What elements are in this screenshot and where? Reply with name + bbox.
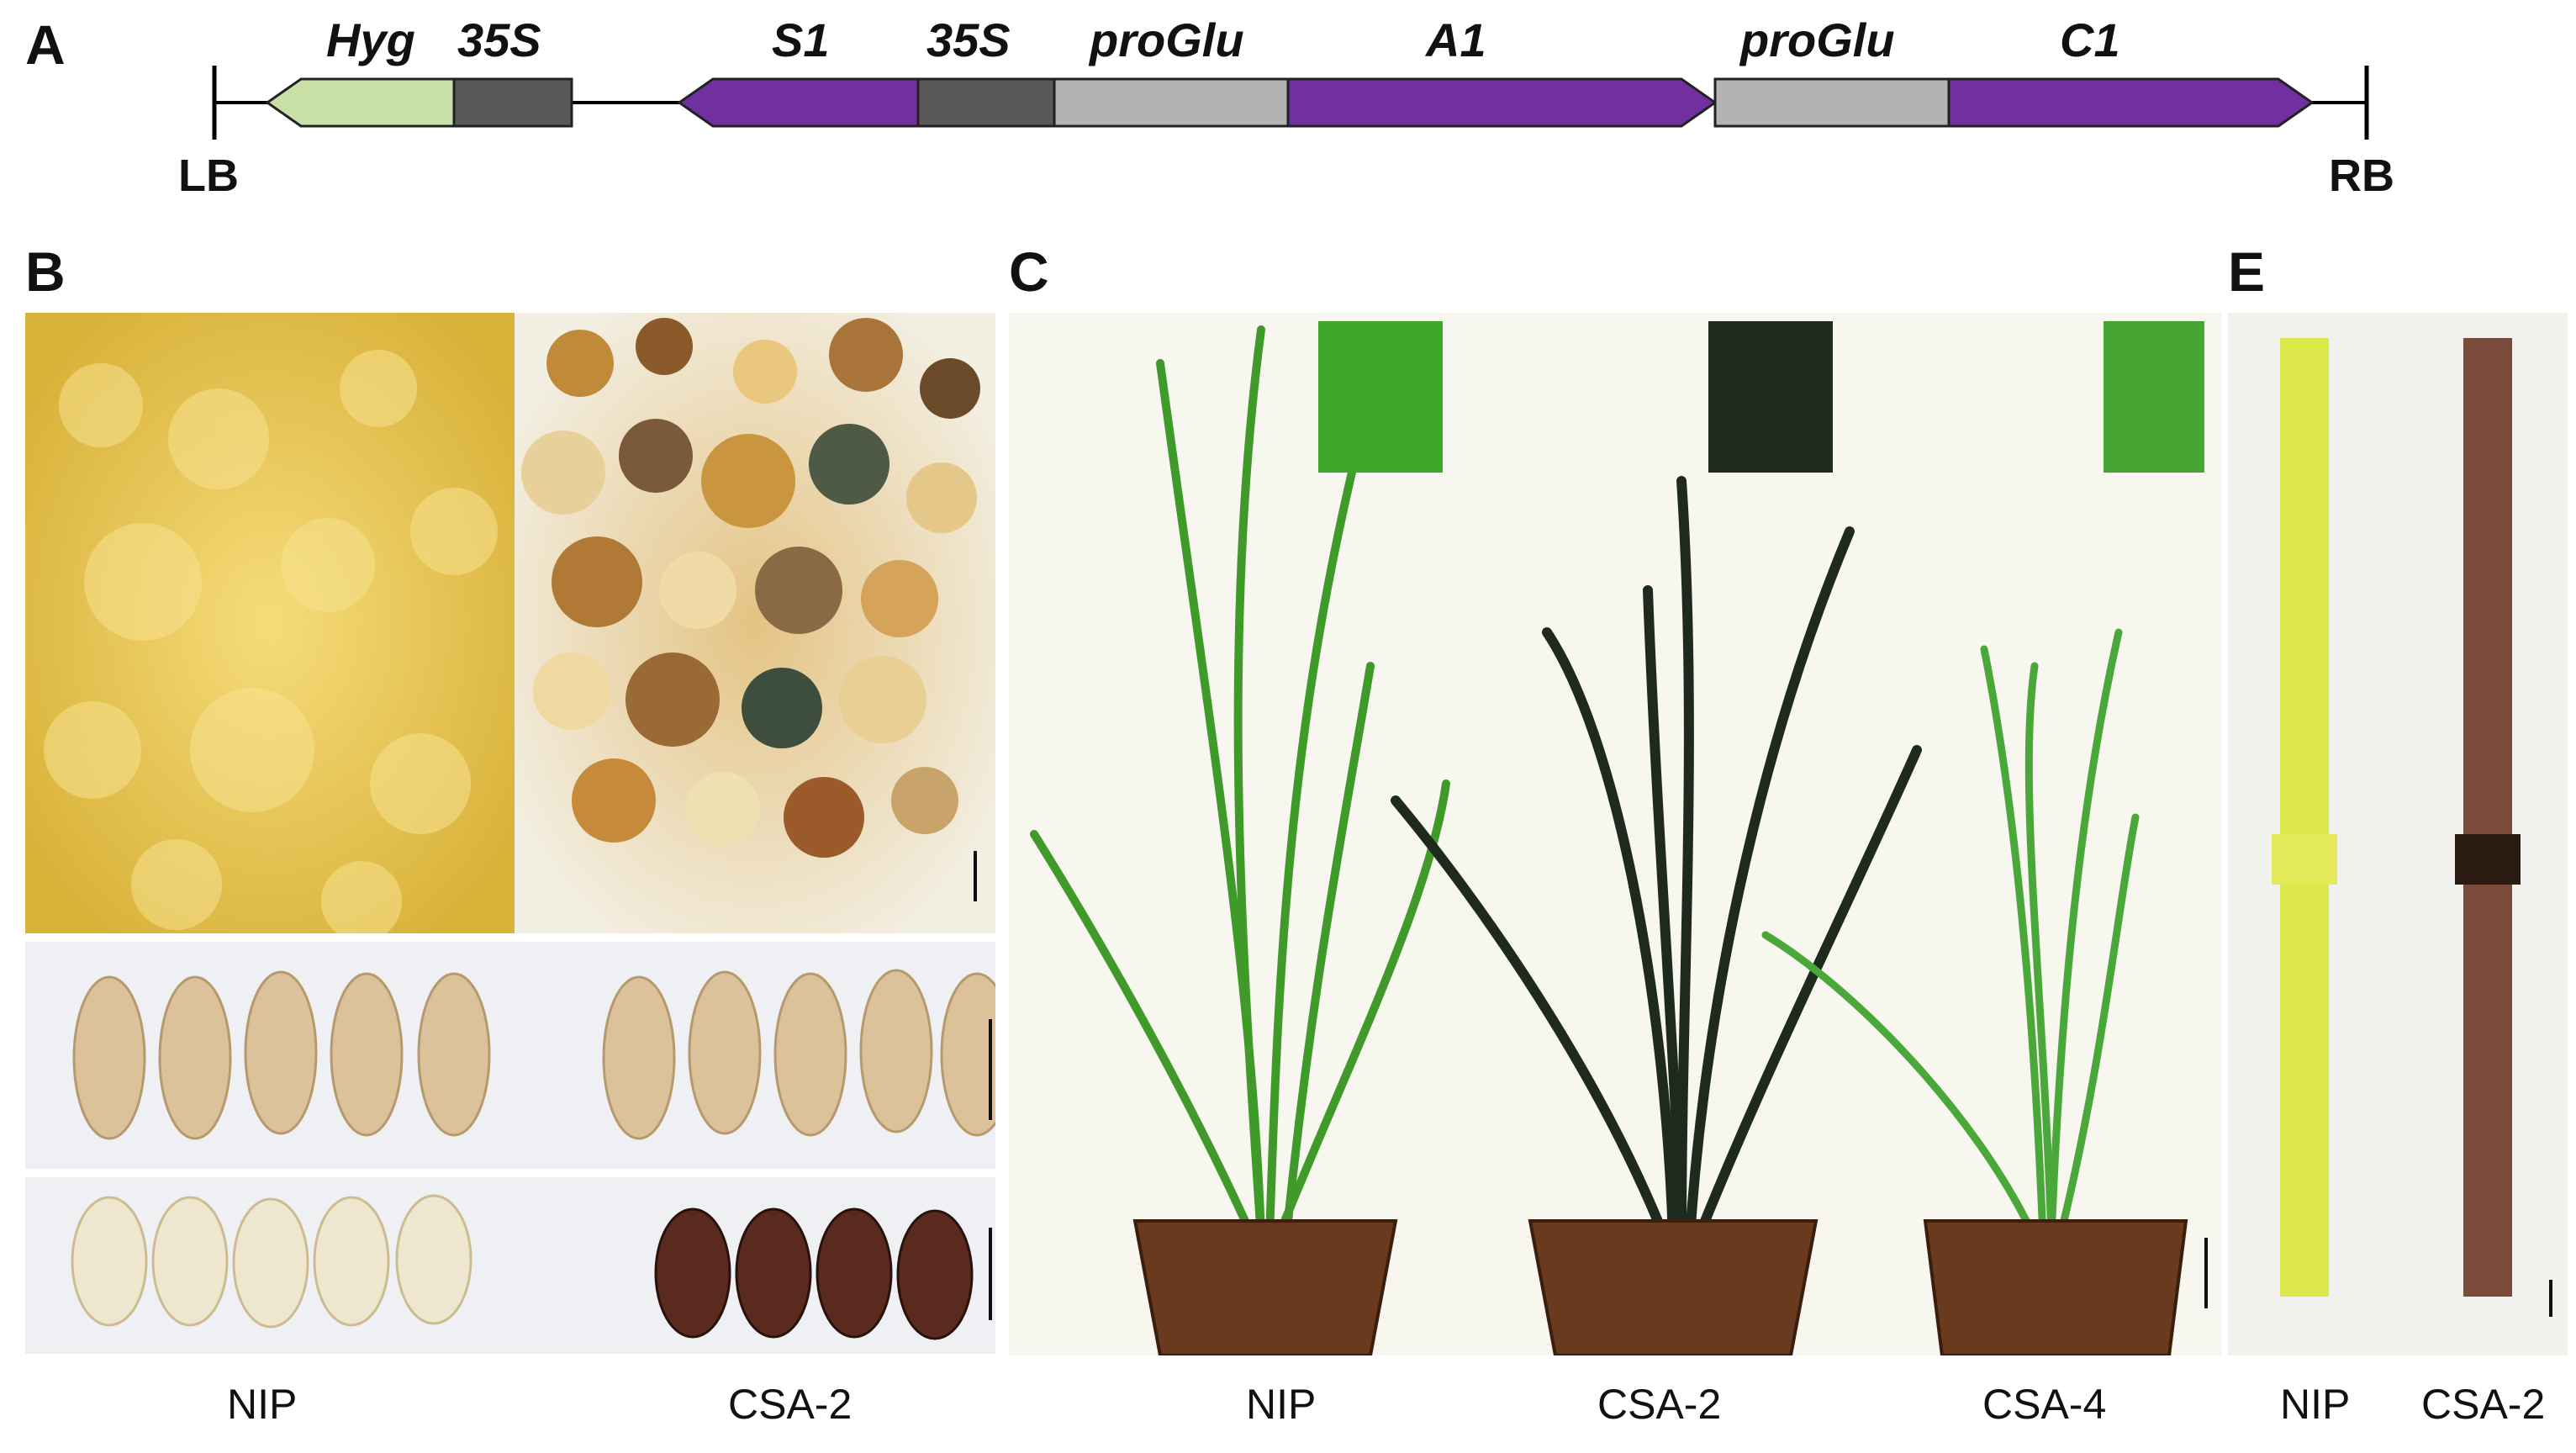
stems-photo <box>2228 313 2568 1355</box>
scale-bar-f <box>989 1228 992 1320</box>
scale-bar-b <box>974 851 977 901</box>
panel-label-b: B <box>25 240 66 303</box>
lb-label: LB <box>178 151 239 201</box>
plants-photo <box>1009 313 2221 1355</box>
callus-photo <box>25 313 995 933</box>
hyg-gene-arrow <box>265 77 456 128</box>
c1-gene-arrow <box>1947 77 2315 128</box>
seeds-photo-d <box>25 942 995 1169</box>
stem-nip <box>2280 338 2329 1297</box>
proglu-label-1: proGlu <box>1090 13 1244 66</box>
scale-bar-d <box>989 1019 992 1120</box>
promoter-35s-box-1 <box>452 77 573 128</box>
proglu-promoter-box-1 <box>1053 77 1290 128</box>
c1-label: C1 <box>2060 13 2120 66</box>
leaf-inset-csa4 <box>2104 321 2204 473</box>
caption-nip-c: NIP <box>1246 1381 1317 1428</box>
panel-label-a: A <box>25 13 66 76</box>
caption-nip-e: NIP <box>2280 1381 2351 1428</box>
proglu-label-2: proGlu <box>1740 13 1895 66</box>
hyg-label: Hyg <box>326 13 415 66</box>
35s-label-2: 35S <box>926 13 1011 66</box>
s1-gene-arrow <box>677 77 920 128</box>
a1-label: A1 <box>1426 13 1486 66</box>
panel-label-c: C <box>1009 240 1049 303</box>
leaf-inset-nip <box>1318 321 1443 473</box>
caption-csa2-c: CSA-2 <box>1597 1381 1722 1428</box>
leaf-inset-csa2 <box>1708 321 1833 473</box>
panel-label-e: E <box>2228 240 2266 303</box>
scale-bar-c <box>2204 1238 2208 1308</box>
caption-nip-df: NIP <box>227 1381 298 1428</box>
caption-csa2-e: CSA-2 <box>2421 1381 2546 1428</box>
s1-label: S1 <box>772 13 830 66</box>
caption-csa4-c: CSA-4 <box>1982 1381 2107 1428</box>
proglu-promoter-box-2 <box>1713 77 1950 128</box>
a1-gene-arrow <box>1286 77 1718 128</box>
promoter-35s-box-2 <box>916 77 1056 128</box>
stem-csa2 <box>2463 338 2512 1297</box>
rb-label: RB <box>2329 151 2394 201</box>
scale-bar-e <box>2549 1280 2552 1317</box>
35s-label-1: 35S <box>457 13 541 66</box>
caption-csa2-df: CSA-2 <box>728 1381 853 1428</box>
construct-diagram <box>212 66 2369 140</box>
seeds-photo-f <box>25 1177 995 1354</box>
